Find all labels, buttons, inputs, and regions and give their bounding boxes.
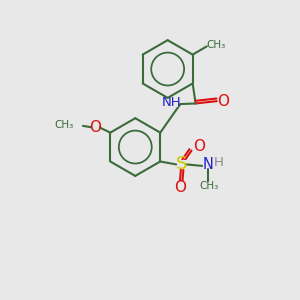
FancyBboxPatch shape <box>67 122 81 128</box>
Text: S: S <box>176 155 187 173</box>
FancyBboxPatch shape <box>205 160 211 168</box>
FancyBboxPatch shape <box>92 124 99 131</box>
Text: NH: NH <box>162 96 181 110</box>
FancyBboxPatch shape <box>196 143 202 151</box>
FancyBboxPatch shape <box>209 42 223 48</box>
Text: O: O <box>217 94 229 109</box>
Text: O: O <box>90 120 102 135</box>
FancyBboxPatch shape <box>202 183 216 189</box>
FancyBboxPatch shape <box>177 184 183 191</box>
Text: N: N <box>202 157 213 172</box>
FancyBboxPatch shape <box>165 99 178 107</box>
FancyBboxPatch shape <box>216 159 221 166</box>
Text: O: O <box>193 139 205 154</box>
Text: O: O <box>174 180 186 195</box>
Text: CH₃: CH₃ <box>199 181 218 191</box>
Text: CH₃: CH₃ <box>55 120 74 130</box>
Text: H: H <box>213 156 223 169</box>
FancyBboxPatch shape <box>220 97 226 105</box>
Text: CH₃: CH₃ <box>207 40 226 50</box>
FancyBboxPatch shape <box>177 160 186 169</box>
